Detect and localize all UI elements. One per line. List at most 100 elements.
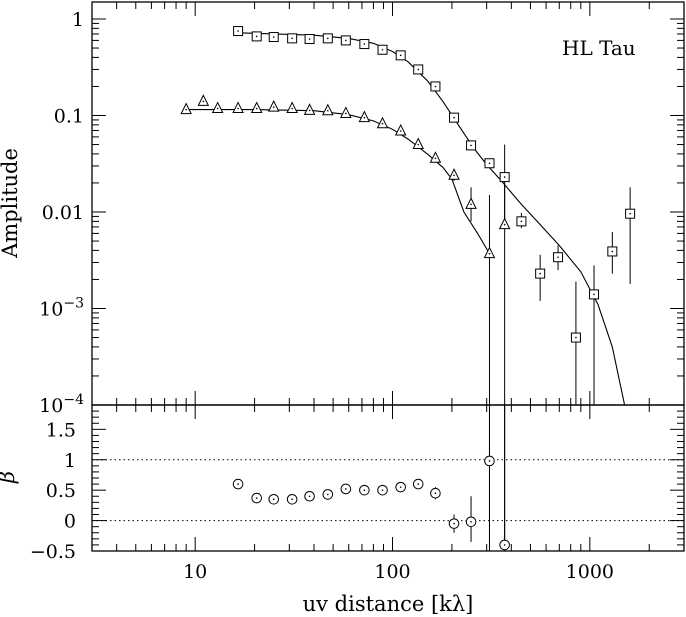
marker-center-dot bbox=[453, 522, 455, 525]
amplitude-axis-label: Amplitude bbox=[0, 148, 22, 259]
triangle-marker bbox=[498, 217, 511, 230]
marker-center-dot bbox=[272, 106, 275, 108]
beta-panel: −0.5 0 0.5 1 1.5 10 100 1000 β uv distance [kλ… bbox=[0, 404, 685, 616]
marker-center-dot bbox=[629, 212, 631, 215]
marker-center-dot bbox=[593, 293, 595, 296]
marker-center-dot bbox=[503, 544, 506, 546]
beta-axis-label: β bbox=[0, 471, 19, 484]
marker-center-dot bbox=[237, 483, 239, 485]
marker-center-dot bbox=[272, 36, 275, 38]
model-curve bbox=[238, 32, 626, 406]
triangle-marker bbox=[180, 102, 192, 115]
marker-center-dot bbox=[611, 250, 614, 253]
marker-center-dot bbox=[417, 143, 420, 146]
x-tick-label: 10 bbox=[183, 561, 207, 583]
marker-center-dot bbox=[291, 107, 293, 110]
amplitude-markers bbox=[180, 26, 636, 343]
marker-center-dot bbox=[327, 493, 329, 496]
x-tick-label: 1000 bbox=[566, 561, 614, 583]
marker-center-dot bbox=[417, 483, 420, 485]
marker-center-dot bbox=[399, 130, 402, 132]
amplitude-y-tick-label: 0.01 bbox=[42, 202, 84, 224]
triangle-marker bbox=[232, 101, 244, 114]
marker-center-dot bbox=[434, 157, 437, 160]
source-annotation: HL Tau bbox=[562, 36, 636, 60]
marker-center-dot bbox=[345, 488, 347, 490]
marker-center-dot bbox=[488, 162, 491, 165]
beta-y-tick-label: 0 bbox=[64, 511, 76, 533]
model-curves bbox=[186, 32, 626, 406]
marker-center-dot bbox=[503, 176, 506, 178]
triangle-marker bbox=[340, 106, 352, 118]
marker-center-dot bbox=[255, 35, 258, 38]
marker-center-dot bbox=[363, 489, 366, 491]
marker-center-dot bbox=[381, 489, 384, 491]
marker-center-dot bbox=[345, 112, 347, 115]
marker-center-dot bbox=[363, 116, 366, 119]
marker-center-dot bbox=[470, 521, 472, 523]
triangle-marker bbox=[303, 103, 316, 115]
x-axis-label: uv distance [kλ] bbox=[303, 592, 474, 616]
marker-center-dot bbox=[237, 30, 239, 32]
beta-y-tick-label: 1 bbox=[64, 450, 76, 472]
marker-center-dot bbox=[237, 107, 239, 110]
marker-center-dot bbox=[327, 37, 329, 40]
marker-center-dot bbox=[291, 37, 293, 40]
model-curve bbox=[186, 109, 490, 254]
marker-center-dot bbox=[216, 107, 219, 110]
marker-center-dot bbox=[470, 144, 472, 147]
marker-center-dot bbox=[399, 54, 402, 57]
marker-center-dot bbox=[434, 85, 437, 88]
marker-center-dot bbox=[557, 256, 559, 259]
marker-center-dot bbox=[453, 116, 455, 119]
triangle-marker bbox=[465, 197, 477, 209]
x-tick-label: 100 bbox=[374, 561, 410, 583]
amplitude-error-bars bbox=[434, 144, 631, 405]
marker-center-dot bbox=[255, 497, 258, 499]
beta-markers bbox=[232, 455, 510, 551]
marker-center-dot bbox=[255, 107, 258, 110]
amplitude-y-tick-label: 1 bbox=[72, 9, 84, 31]
triangle-marker bbox=[211, 101, 224, 114]
marker-center-dot bbox=[381, 48, 384, 51]
marker-center-dot bbox=[488, 252, 491, 255]
marker-center-dot bbox=[470, 203, 472, 206]
triangle-marker bbox=[483, 246, 496, 259]
triangle-marker bbox=[250, 101, 263, 114]
x-tick-labels: 10 100 1000 bbox=[183, 561, 614, 583]
triangle-marker bbox=[448, 168, 460, 180]
marker-center-dot bbox=[434, 492, 437, 495]
marker-center-dot bbox=[345, 39, 347, 42]
marker-center-dot bbox=[399, 486, 402, 488]
marker-center-dot bbox=[453, 174, 455, 177]
triangle-marker bbox=[376, 116, 389, 129]
beta-error-bars bbox=[434, 405, 506, 551]
marker-center-dot bbox=[520, 220, 523, 223]
marker-center-dot bbox=[272, 498, 275, 501]
amplitude-y-tick-label: 0.1 bbox=[54, 105, 84, 127]
marker-center-dot bbox=[291, 498, 293, 501]
triangle-marker bbox=[412, 137, 425, 150]
triangle-marker bbox=[197, 94, 210, 106]
beta-y-tick-label: 1.5 bbox=[46, 419, 76, 441]
triangle-marker bbox=[394, 123, 407, 136]
marker-center-dot bbox=[308, 495, 311, 498]
marker-center-dot bbox=[381, 123, 384, 125]
marker-center-dot bbox=[327, 109, 329, 112]
marker-center-dot bbox=[417, 68, 420, 71]
amplitude-ticks bbox=[91, 2, 685, 406]
triangle-marker bbox=[429, 151, 442, 163]
marker-center-dot bbox=[575, 336, 577, 339]
marker-center-dot bbox=[503, 223, 506, 226]
beta-y-tick-label: −0.5 bbox=[30, 541, 76, 563]
marker-center-dot bbox=[202, 100, 205, 103]
marker-center-dot bbox=[308, 109, 311, 112]
triangle-marker bbox=[321, 103, 334, 116]
marker-center-dot bbox=[185, 108, 187, 111]
triangle-marker bbox=[286, 101, 298, 114]
marker-center-dot bbox=[363, 43, 366, 45]
triangle-marker bbox=[358, 110, 371, 123]
marker-center-dot bbox=[488, 460, 491, 462]
